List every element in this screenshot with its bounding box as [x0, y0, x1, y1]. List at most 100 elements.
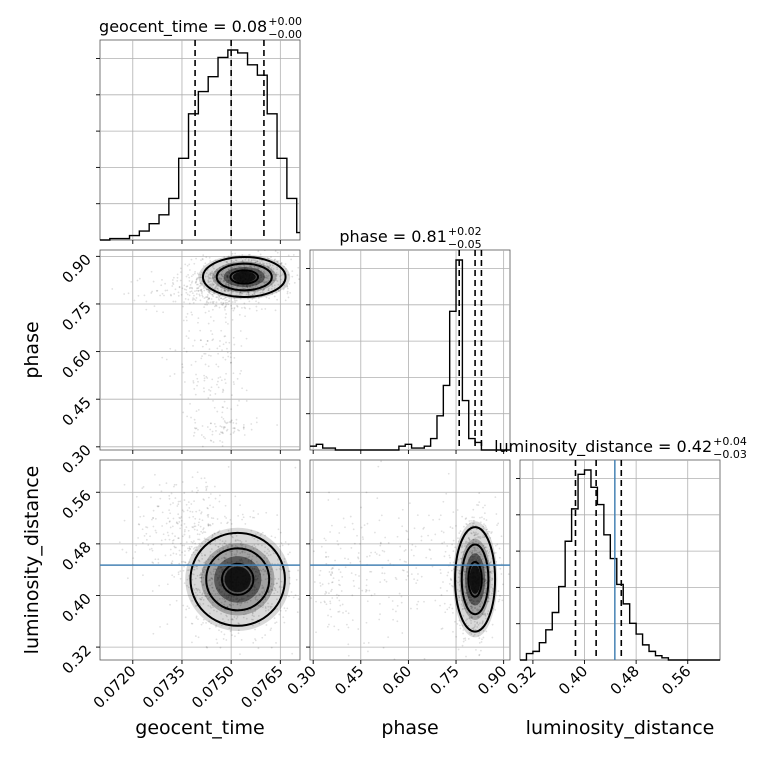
scatter-point — [199, 574, 202, 576]
scatter-point — [183, 492, 186, 494]
scatter-point — [197, 524, 200, 526]
scatter-point — [211, 604, 214, 607]
scatter-point — [249, 515, 252, 518]
scatter-point — [161, 525, 164, 527]
scatter-point — [286, 284, 289, 287]
scatter-point — [413, 527, 416, 530]
scatter-point — [177, 500, 180, 503]
scatter-point — [170, 492, 173, 495]
scatter-point — [287, 254, 290, 257]
scatter-point — [329, 608, 332, 611]
scatter-point — [218, 584, 221, 587]
scatter-point — [256, 260, 259, 263]
scatter-point — [482, 592, 485, 595]
scatter-point — [181, 535, 184, 538]
scatter-point — [256, 290, 259, 293]
scatter-point — [201, 519, 204, 522]
scatter-point — [226, 274, 229, 277]
scatter-point — [194, 299, 197, 302]
scatter-point — [227, 285, 230, 288]
scatter-point — [486, 549, 489, 552]
scatter-point — [269, 607, 272, 609]
y-tick-label: 0.32 — [58, 641, 94, 677]
scatter-point — [174, 546, 176, 549]
scatter-point — [223, 560, 226, 563]
scatter-point — [197, 409, 200, 411]
scatter-point — [212, 319, 215, 322]
scatter-point — [401, 632, 404, 634]
scatter-point — [480, 559, 483, 561]
scatter-point — [231, 544, 234, 547]
scatter-point — [151, 518, 153, 521]
scatter-point — [487, 552, 490, 554]
scatter-point — [239, 291, 242, 294]
scatter-point — [254, 533, 257, 536]
scatter-point — [257, 575, 260, 577]
scatter-point — [230, 522, 233, 525]
scatter-point — [388, 596, 390, 599]
scatter-point — [272, 273, 275, 276]
scatter-point — [241, 513, 244, 516]
scatter-point — [204, 275, 207, 278]
scatter-point — [167, 517, 169, 520]
scatter-point — [196, 594, 199, 597]
scatter-point — [198, 538, 201, 541]
scatter-point — [203, 352, 206, 355]
scatter-point — [219, 543, 221, 545]
scatter-point — [243, 267, 246, 270]
scatter-point — [479, 594, 482, 597]
scatter-point — [234, 495, 237, 498]
density-layer — [111, 250, 300, 448]
scatter-point — [276, 251, 279, 254]
scatter-point — [233, 268, 235, 271]
scatter-point — [200, 580, 203, 583]
scatter-point — [233, 356, 236, 359]
scatter-point — [252, 585, 255, 588]
scatter-point — [263, 288, 265, 291]
scatter-point — [481, 602, 484, 604]
scatter-point — [188, 535, 191, 537]
scatter-point — [432, 518, 434, 521]
scatter-point — [234, 259, 237, 262]
scatter-point — [185, 608, 188, 611]
scatter-point — [478, 536, 480, 539]
scatter-point — [408, 502, 411, 505]
scatter-point — [279, 609, 282, 612]
scatter-point — [192, 297, 194, 300]
scatter-point — [467, 537, 470, 540]
scatter-point — [456, 509, 459, 511]
scatter-point — [209, 273, 212, 276]
scatter-point — [172, 485, 175, 488]
scatter-point — [446, 589, 448, 592]
scatter-point — [215, 305, 218, 307]
scatter-point — [258, 622, 261, 625]
scatter-point — [469, 605, 472, 608]
scatter-point — [457, 594, 460, 597]
scatter-point — [220, 273, 223, 276]
scatter-point — [188, 330, 191, 332]
scatter-point — [290, 258, 293, 261]
scatter-point — [207, 558, 210, 561]
scatter-point — [267, 554, 270, 557]
scatter-point — [224, 358, 227, 361]
scatter-point — [216, 587, 219, 589]
scatter-point — [223, 608, 226, 611]
scatter-point — [253, 265, 256, 268]
panel-geocent_time-vs-luminosity_distance — [96, 459, 301, 664]
scatter-point — [137, 537, 140, 539]
scatter-point — [479, 553, 482, 555]
scatter-point — [199, 597, 201, 600]
scatter-point — [251, 611, 254, 614]
scatter-point — [224, 504, 227, 507]
scatter-point — [280, 542, 283, 545]
scatter-point — [200, 512, 202, 515]
x-tick-label: 0.90 — [474, 662, 510, 698]
scatter-point — [227, 281, 229, 284]
scatter-point — [242, 423, 245, 426]
scatter-point — [175, 521, 178, 524]
scatter-point — [494, 544, 497, 547]
scatter-point — [329, 573, 332, 576]
scatter-point — [172, 539, 175, 541]
scatter-point — [318, 574, 321, 576]
scatter-point — [215, 285, 218, 288]
